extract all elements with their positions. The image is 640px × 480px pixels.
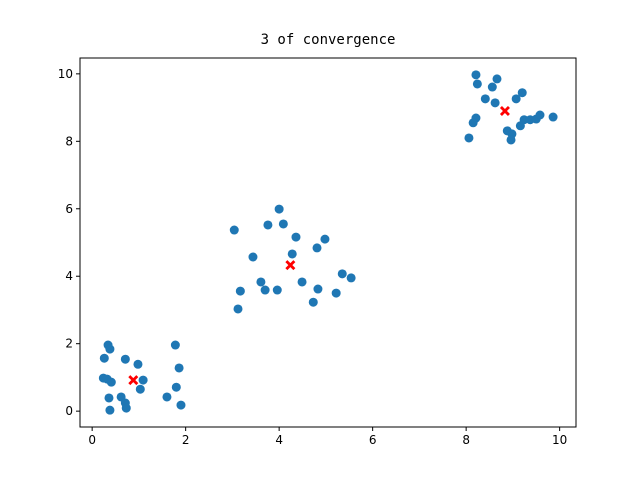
point	[297, 277, 307, 287]
point	[506, 135, 516, 145]
y-tick-label: 8	[65, 134, 73, 148]
point	[480, 94, 490, 104]
point	[176, 400, 186, 410]
plot-frame	[79, 57, 577, 428]
point	[162, 392, 172, 402]
point	[105, 344, 115, 354]
y-tick-label: 10	[58, 67, 73, 81]
point	[260, 285, 270, 295]
point	[229, 225, 239, 235]
point	[490, 98, 500, 108]
point	[120, 354, 130, 364]
point	[233, 304, 243, 314]
y-tick-label: 0	[65, 404, 73, 418]
point	[99, 353, 109, 363]
point	[517, 88, 527, 98]
point	[263, 220, 273, 230]
x-tick-label: 4	[275, 433, 283, 447]
point	[472, 79, 482, 89]
y-tick-label: 6	[65, 202, 73, 216]
point	[464, 133, 474, 143]
point	[487, 82, 497, 92]
point	[313, 284, 323, 294]
point	[170, 340, 180, 350]
point	[272, 285, 282, 295]
point	[331, 288, 341, 298]
point	[312, 243, 322, 253]
point	[511, 94, 521, 104]
x-tick-label: 6	[369, 433, 377, 447]
point	[138, 375, 148, 385]
point	[346, 273, 356, 283]
x-tick-label: 10	[552, 433, 567, 447]
point	[133, 359, 143, 369]
point	[535, 110, 545, 120]
point	[337, 269, 347, 279]
point	[248, 252, 258, 262]
point	[171, 382, 181, 392]
point	[104, 393, 114, 403]
point	[492, 74, 502, 84]
centroid-marker	[499, 105, 510, 116]
x-tick-label: 2	[182, 433, 190, 447]
point	[135, 384, 145, 394]
point	[471, 70, 481, 80]
chart-title: 3 of convergence	[261, 32, 396, 48]
point	[174, 363, 184, 373]
x-tick-label: 8	[462, 433, 470, 447]
centroid-marker	[285, 260, 296, 271]
point	[287, 249, 297, 259]
centroid-marker	[128, 375, 139, 386]
point	[274, 204, 284, 214]
x-tick-label: 0	[88, 433, 96, 447]
point	[105, 405, 115, 415]
point	[278, 219, 288, 229]
point	[468, 118, 478, 128]
point	[121, 403, 131, 413]
y-tick-label: 2	[65, 337, 73, 351]
point	[256, 277, 266, 287]
point	[235, 286, 245, 296]
y-tick-label: 4	[65, 269, 73, 283]
point	[548, 112, 558, 122]
point	[320, 234, 330, 244]
point	[291, 232, 301, 242]
point	[106, 377, 116, 387]
point	[308, 297, 318, 307]
